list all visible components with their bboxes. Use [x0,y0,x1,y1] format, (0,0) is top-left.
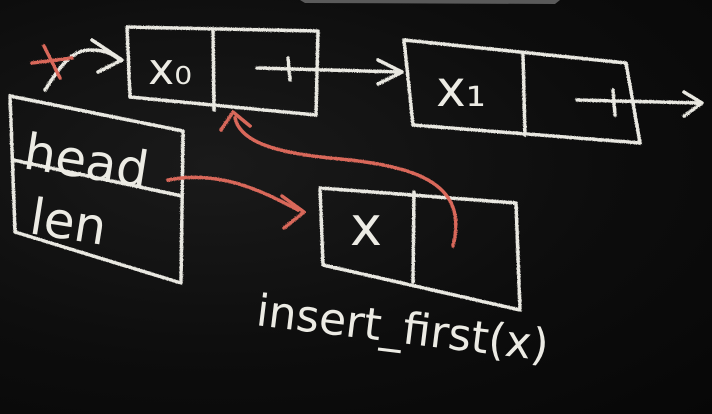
node-x0-value: x₀ [148,44,192,95]
node-new-box [318,186,522,312]
arrow-head-to-new [166,175,306,230]
node-x1 [402,38,642,145]
node-x1-value: x₁ [436,60,486,118]
node-x1-divider [521,53,527,137]
header-len-field: len [26,188,110,257]
node-x0-box [125,25,320,117]
arrow-x1-next [575,88,704,118]
node-new-value: x [350,195,382,258]
board-edge [300,0,560,4]
arrow-old-head [43,38,124,92]
node-new-divider [411,190,416,284]
strikeout-mark [30,44,74,80]
node-x1-box [402,38,642,145]
header-outline [8,94,185,285]
node-x0-divider [211,27,216,112]
node-new [318,186,522,312]
header-box [8,94,185,285]
diagram-labels: x₀ x₁ x head len insert_first(x) [20,44,551,372]
arrow-new-to-x0 [219,110,458,248]
caption-insert-first: insert_first(x) [254,285,552,371]
header-divider [11,158,184,198]
node-x0 [125,25,320,117]
arrow-x0-to-x1 [255,56,404,86]
